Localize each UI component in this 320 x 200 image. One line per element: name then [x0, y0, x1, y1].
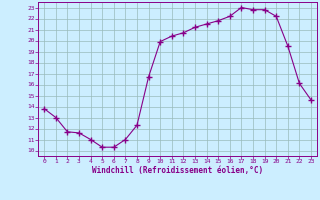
X-axis label: Windchill (Refroidissement éolien,°C): Windchill (Refroidissement éolien,°C) [92, 166, 263, 175]
